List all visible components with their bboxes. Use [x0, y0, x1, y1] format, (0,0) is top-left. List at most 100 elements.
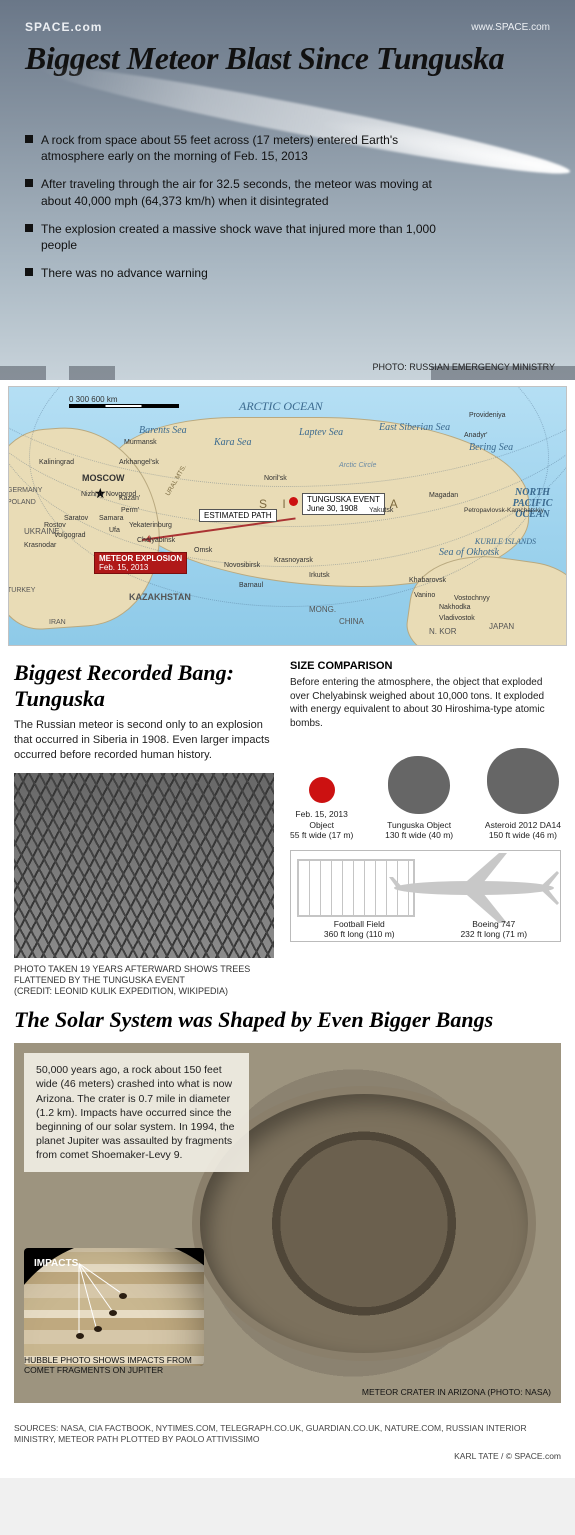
bullet-item: The explosion created a massive shock wa…: [25, 221, 455, 253]
size-item: Asteroid 2012 DA14 150 ft wide (46 m): [485, 748, 561, 840]
size-blob-icon: [487, 748, 559, 814]
country-label: MONG.: [309, 605, 336, 614]
city-label: Irkutsk: [309, 572, 330, 579]
city-label: Arkhangel'sk: [119, 459, 159, 466]
size-item: Feb. 15, 2013 Object 55 ft wide (17 m): [290, 777, 353, 840]
meteor-explosion-tag: METEOR EXPLOSION Feb. 15, 2013: [94, 552, 187, 574]
scale-dim: 232 ft long (71 m): [460, 929, 527, 939]
caption-credit: (CREDIT: LEONID KULIK EXPEDITION, WIKIPE…: [14, 986, 228, 996]
scale-name: Football Field: [324, 919, 395, 929]
sea-label: Sea of Okhotsk: [439, 547, 499, 558]
size-heading: SIZE COMPARISON: [290, 660, 561, 672]
tunguska-tag-date: June 30, 1908: [307, 504, 358, 513]
city-label: Petropavlovsk-Kamchatskiy: [464, 507, 544, 514]
city-label: Ufa: [109, 527, 120, 534]
size-item: Tunguska Object 130 ft wide (40 m): [385, 756, 453, 840]
solar-heading: The Solar System was Shaped by Even Bigg…: [14, 1007, 561, 1033]
size-label: 55 ft wide (17 m): [290, 830, 353, 840]
tunguska-dot: [289, 497, 298, 506]
size-label: Feb. 15, 2013: [290, 809, 353, 819]
size-label: Object: [290, 820, 353, 830]
pointer-line: [79, 1264, 80, 1339]
city-label: Anadyr': [464, 432, 488, 439]
scale-item: Boeing 747 232 ft long (71 m): [460, 919, 527, 939]
crater-composite: 50,000 years ago, a rock about 150 feet …: [14, 1043, 561, 1403]
hero-bullets: A rock from space about 55 feet across (…: [25, 132, 455, 281]
city-label: Volgograd: [54, 532, 86, 539]
scale-labels: Football Field 360 ft long (110 m) Boein…: [291, 919, 560, 939]
byline: KARL TATE / © SPACE.com: [14, 1451, 561, 1462]
north-pacific-label: NORTH PACIFIC OCEAN: [505, 487, 560, 520]
city-label: Krasnodar: [24, 542, 56, 549]
map-scalebar: 0 300 600 km: [69, 395, 179, 408]
city-label: Saratov: [64, 515, 88, 522]
sea-label: KURILE ISLANDS: [475, 537, 536, 546]
bullet-item: After traveling through the air for 32.5…: [25, 176, 455, 208]
jupiter-inset: IMPACTS: [24, 1248, 204, 1366]
brand-logo: SPACE.com: [25, 20, 102, 34]
hero-section: SPACE.com www.SPACE.com Biggest Meteor B…: [0, 0, 575, 380]
impacts-label: IMPACTS: [34, 1258, 78, 1269]
city-label: Vostochnyy: [454, 595, 490, 602]
caption-text: PHOTO TAKEN 19 YEARS AFTERWARD SHOWS TRE…: [14, 964, 250, 985]
sea-label: East Siberian Sea: [379, 422, 450, 433]
sea-label: Barents Sea: [139, 425, 187, 436]
city-label: Novosibirsk: [224, 562, 260, 569]
sea-label: Laptev Sea: [299, 427, 343, 438]
city-label: Provideniya: [469, 412, 506, 419]
jupiter-caption: HUBBLE PHOTO SHOWS IMPACTS FROM COMET FR…: [24, 1355, 204, 1375]
meteor-tag-title: METEOR EXPLOSION: [99, 554, 182, 563]
city-label: Perm': [121, 507, 139, 514]
city-label: Samara: [99, 515, 124, 522]
city-label: Vladivostok: [439, 615, 475, 622]
city-label: Yekaterinburg: [129, 522, 172, 529]
city-label: Khabarovsk: [409, 577, 446, 584]
country-label: KAZAKHSTAN: [129, 592, 191, 602]
plane-icon: [389, 853, 559, 923]
size-body: Before entering the atmosphere, the obje…: [290, 676, 561, 730]
infographic-page: SPACE.com www.SPACE.com Biggest Meteor B…: [0, 0, 575, 1478]
city-label: Magadan: [429, 492, 458, 499]
sea-label: Kara Sea: [214, 437, 252, 448]
country-label: N. KOR: [429, 627, 457, 636]
country-label: JAPAN: [489, 622, 514, 631]
city-label: Kaliningrad: [39, 459, 74, 466]
size-label: 130 ft wide (40 m): [385, 830, 453, 840]
hero-photo-credit: PHOTO: RUSSIAN EMERGENCY MINISTRY: [372, 362, 555, 372]
tunguska-left-col: Biggest Recorded Bang: Tunguska The Russ…: [14, 660, 274, 997]
brand-url: www.SPACE.com: [471, 22, 550, 33]
tunguska-photo: [14, 773, 274, 958]
size-blob-icon: [309, 777, 335, 803]
size-comparison-col: SIZE COMPARISON Before entering the atmo…: [290, 660, 561, 997]
estimated-path-tag: ESTIMATED PATH: [199, 509, 277, 522]
arctic-circle-label: Arctic Circle: [339, 462, 376, 469]
arctic-ocean-label: ARCTIC OCEAN: [239, 399, 323, 414]
scale-item: Football Field 360 ft long (110 m): [324, 919, 395, 939]
city-label: Omsk: [194, 547, 212, 554]
footer: SOURCES: NASA, CIA FACTBOOK, NYTIMES.COM…: [0, 1413, 575, 1478]
russia-map: 0 300 600 km ARCTIC OCEAN NORTH PACIFIC …: [8, 386, 567, 646]
country-label: GERMANY: [8, 487, 42, 494]
city-label: Yakutsk: [369, 507, 393, 514]
size-label: Asteroid 2012 DA14: [485, 820, 561, 830]
size-blobs-row: Feb. 15, 2013 Object 55 ft wide (17 m) T…: [290, 740, 561, 840]
tunguska-tag-title: TUNGUSKA EVENT: [307, 495, 380, 504]
crater-callout: 50,000 years ago, a rock about 150 feet …: [24, 1053, 249, 1172]
bullet-item: A rock from space about 55 feet across (…: [25, 132, 455, 164]
size-label: Tunguska Object: [385, 820, 453, 830]
scale-ticks: 0 300 600 km: [69, 395, 179, 404]
bullet-item: There was no advance warning: [25, 265, 455, 281]
city-label: Barnaul: [239, 582, 263, 589]
city-label: Nakhodka: [439, 604, 471, 611]
moscow-label: MOSCOW: [82, 473, 125, 483]
city-label: Chelyabinsk: [137, 537, 175, 544]
meteor-tag-date: Feb. 15, 2013: [99, 563, 182, 572]
city-label: Vanino: [414, 592, 435, 599]
city-label: Murmansk: [124, 439, 157, 446]
city-label: Rostov: [44, 522, 66, 529]
tunguska-photo-caption: PHOTO TAKEN 19 YEARS AFTERWARD SHOWS TRE…: [14, 964, 274, 998]
city-label: Krasnoyarsk: [274, 557, 313, 564]
scale-dim: 360 ft long (110 m): [324, 929, 395, 939]
country-label: POLAND: [8, 499, 36, 506]
crater-art: [200, 1094, 528, 1353]
